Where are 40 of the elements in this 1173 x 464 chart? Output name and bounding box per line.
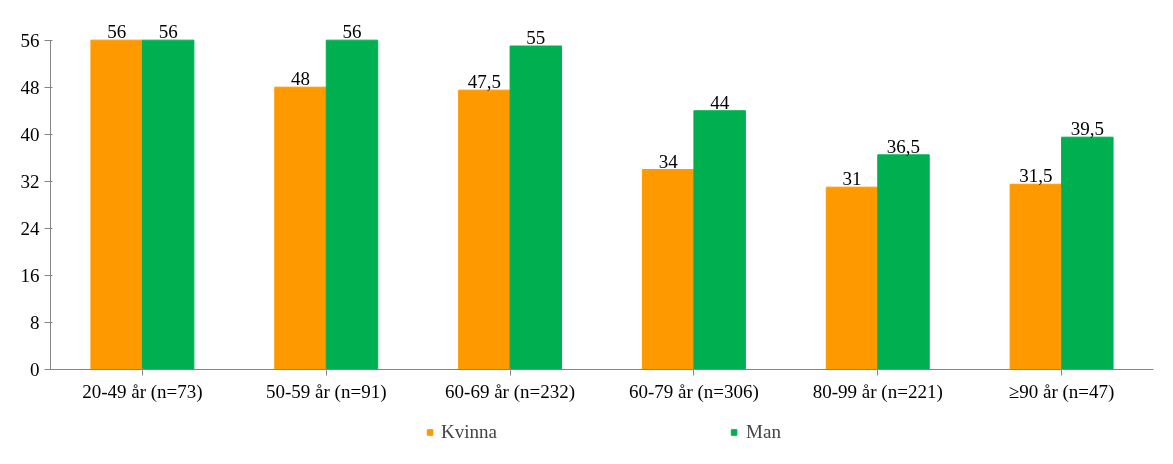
y-tick-label: 48 (20, 76, 40, 98)
y-tick-label: 8 (30, 311, 40, 333)
data-label: 36,5 (886, 135, 921, 157)
data-label: 55 (526, 27, 546, 49)
data-label: 31,5 (1019, 165, 1053, 187)
data-label: 39,5 (1070, 118, 1104, 140)
legend-label: Man (746, 421, 781, 443)
data-label: 56 (158, 21, 178, 43)
x-tick-label: ≥90 år (n=47) (1008, 380, 1115, 403)
bar (141, 39, 195, 370)
y-tick-label: 56 (20, 29, 40, 51)
x-tick-label: 20-49 år (n=73) (82, 380, 203, 403)
x-tick-label: 80-99 år (n=221) (812, 380, 943, 403)
x-tick-label: 50-59 år (n=91) (266, 380, 387, 403)
bar (1009, 183, 1063, 370)
x-tick-label: 60-79 år (n=306) (628, 380, 759, 403)
y-tick-label: 40 (20, 123, 40, 145)
bar (693, 110, 746, 370)
bar (825, 186, 879, 370)
bar (458, 89, 511, 370)
data-label: 44 (710, 91, 730, 113)
x-tick-label: 60-69 år (n=232) (445, 380, 576, 403)
legend-label: Kvinna (441, 421, 498, 443)
bar (877, 154, 930, 370)
data-label: 34 (658, 150, 679, 172)
data-label: 31 (842, 168, 862, 190)
y-tick-label: 24 (20, 217, 40, 239)
y-tick-label: 0 (30, 359, 40, 380)
bar (90, 39, 143, 370)
data-label: 48 (291, 68, 311, 90)
bar (325, 39, 379, 370)
y-tick-label: 16 (20, 264, 40, 286)
bar (641, 169, 695, 370)
data-label: 56 (342, 21, 362, 43)
y-tick-label: 32 (20, 170, 40, 192)
bar (509, 45, 563, 370)
bar (274, 86, 327, 370)
data-label: 56 (107, 21, 127, 43)
bar (1061, 136, 1114, 370)
data-label: 47,5 (467, 71, 501, 93)
